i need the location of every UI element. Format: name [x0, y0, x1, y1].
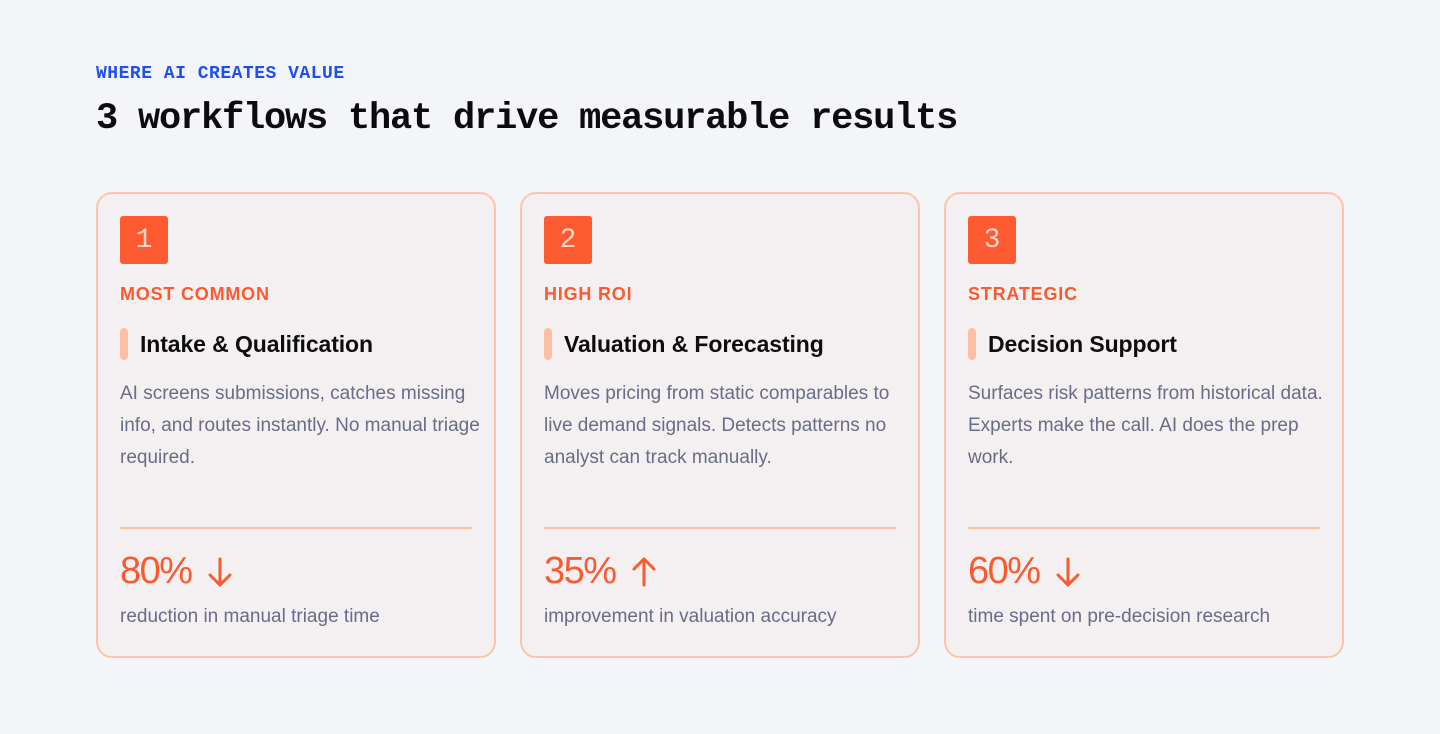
section-title: 3 workflows that drive measurable result…: [96, 98, 958, 140]
card-description: AI screens submissions, catches missing …: [120, 383, 480, 468]
stat-label: improvement in valuation accuracy: [544, 606, 837, 627]
card-tag: MOST COMMON: [120, 284, 270, 304]
number-badge: 3: [968, 216, 1016, 264]
stat-row: 80%: [120, 550, 234, 593]
arrow-down-icon: [208, 557, 232, 586]
card-title-row: Decision Support: [968, 328, 1177, 360]
card-divider: [544, 527, 896, 529]
card-title: Decision Support: [988, 330, 1177, 357]
number-badge: 1: [120, 216, 168, 264]
card-tag: STRATEGIC: [968, 284, 1078, 304]
title-accent-bar: [120, 328, 128, 360]
card-divider: [120, 527, 472, 529]
stat-value: 35%: [544, 550, 617, 592]
card-description: Surfaces risk patterns from historical d…: [968, 383, 1323, 468]
arrow-down-icon: [1056, 557, 1080, 586]
workflow-card-decision: 3 STRATEGIC Decision Support Surfaces ri…: [944, 192, 1344, 658]
card-title: Intake & Qualification: [140, 330, 373, 357]
stat-row: 35%: [544, 550, 658, 593]
card-description: Moves pricing from static comparables to…: [544, 383, 890, 468]
workflow-card-valuation: 2 HIGH ROI Valuation & Forecasting Moves…: [520, 192, 920, 658]
workflow-card-intake: 1 MOST COMMON Intake & Qualification AI …: [96, 192, 496, 658]
card-title-row: Intake & Qualification: [120, 328, 373, 360]
arrow-up-icon: [632, 557, 656, 586]
stat-value: 80%: [120, 550, 193, 592]
section-eyebrow: WHERE AI CREATES VALUE: [96, 64, 345, 84]
stat-label: reduction in manual triage time: [120, 606, 380, 627]
card-title: Valuation & Forecasting: [564, 330, 824, 357]
card-tag: HIGH ROI: [544, 284, 633, 304]
workflow-cards: 1 MOST COMMON Intake & Qualification AI …: [96, 192, 1344, 658]
card-divider: [968, 527, 1320, 529]
stat-value: 60%: [968, 550, 1041, 592]
stat-label: time spent on pre-decision research: [968, 606, 1271, 627]
number-badge: 2: [544, 216, 592, 264]
stat-row: 60%: [968, 550, 1082, 593]
title-accent-bar: [544, 328, 552, 360]
title-accent-bar: [968, 328, 976, 360]
card-title-row: Valuation & Forecasting: [544, 328, 824, 360]
